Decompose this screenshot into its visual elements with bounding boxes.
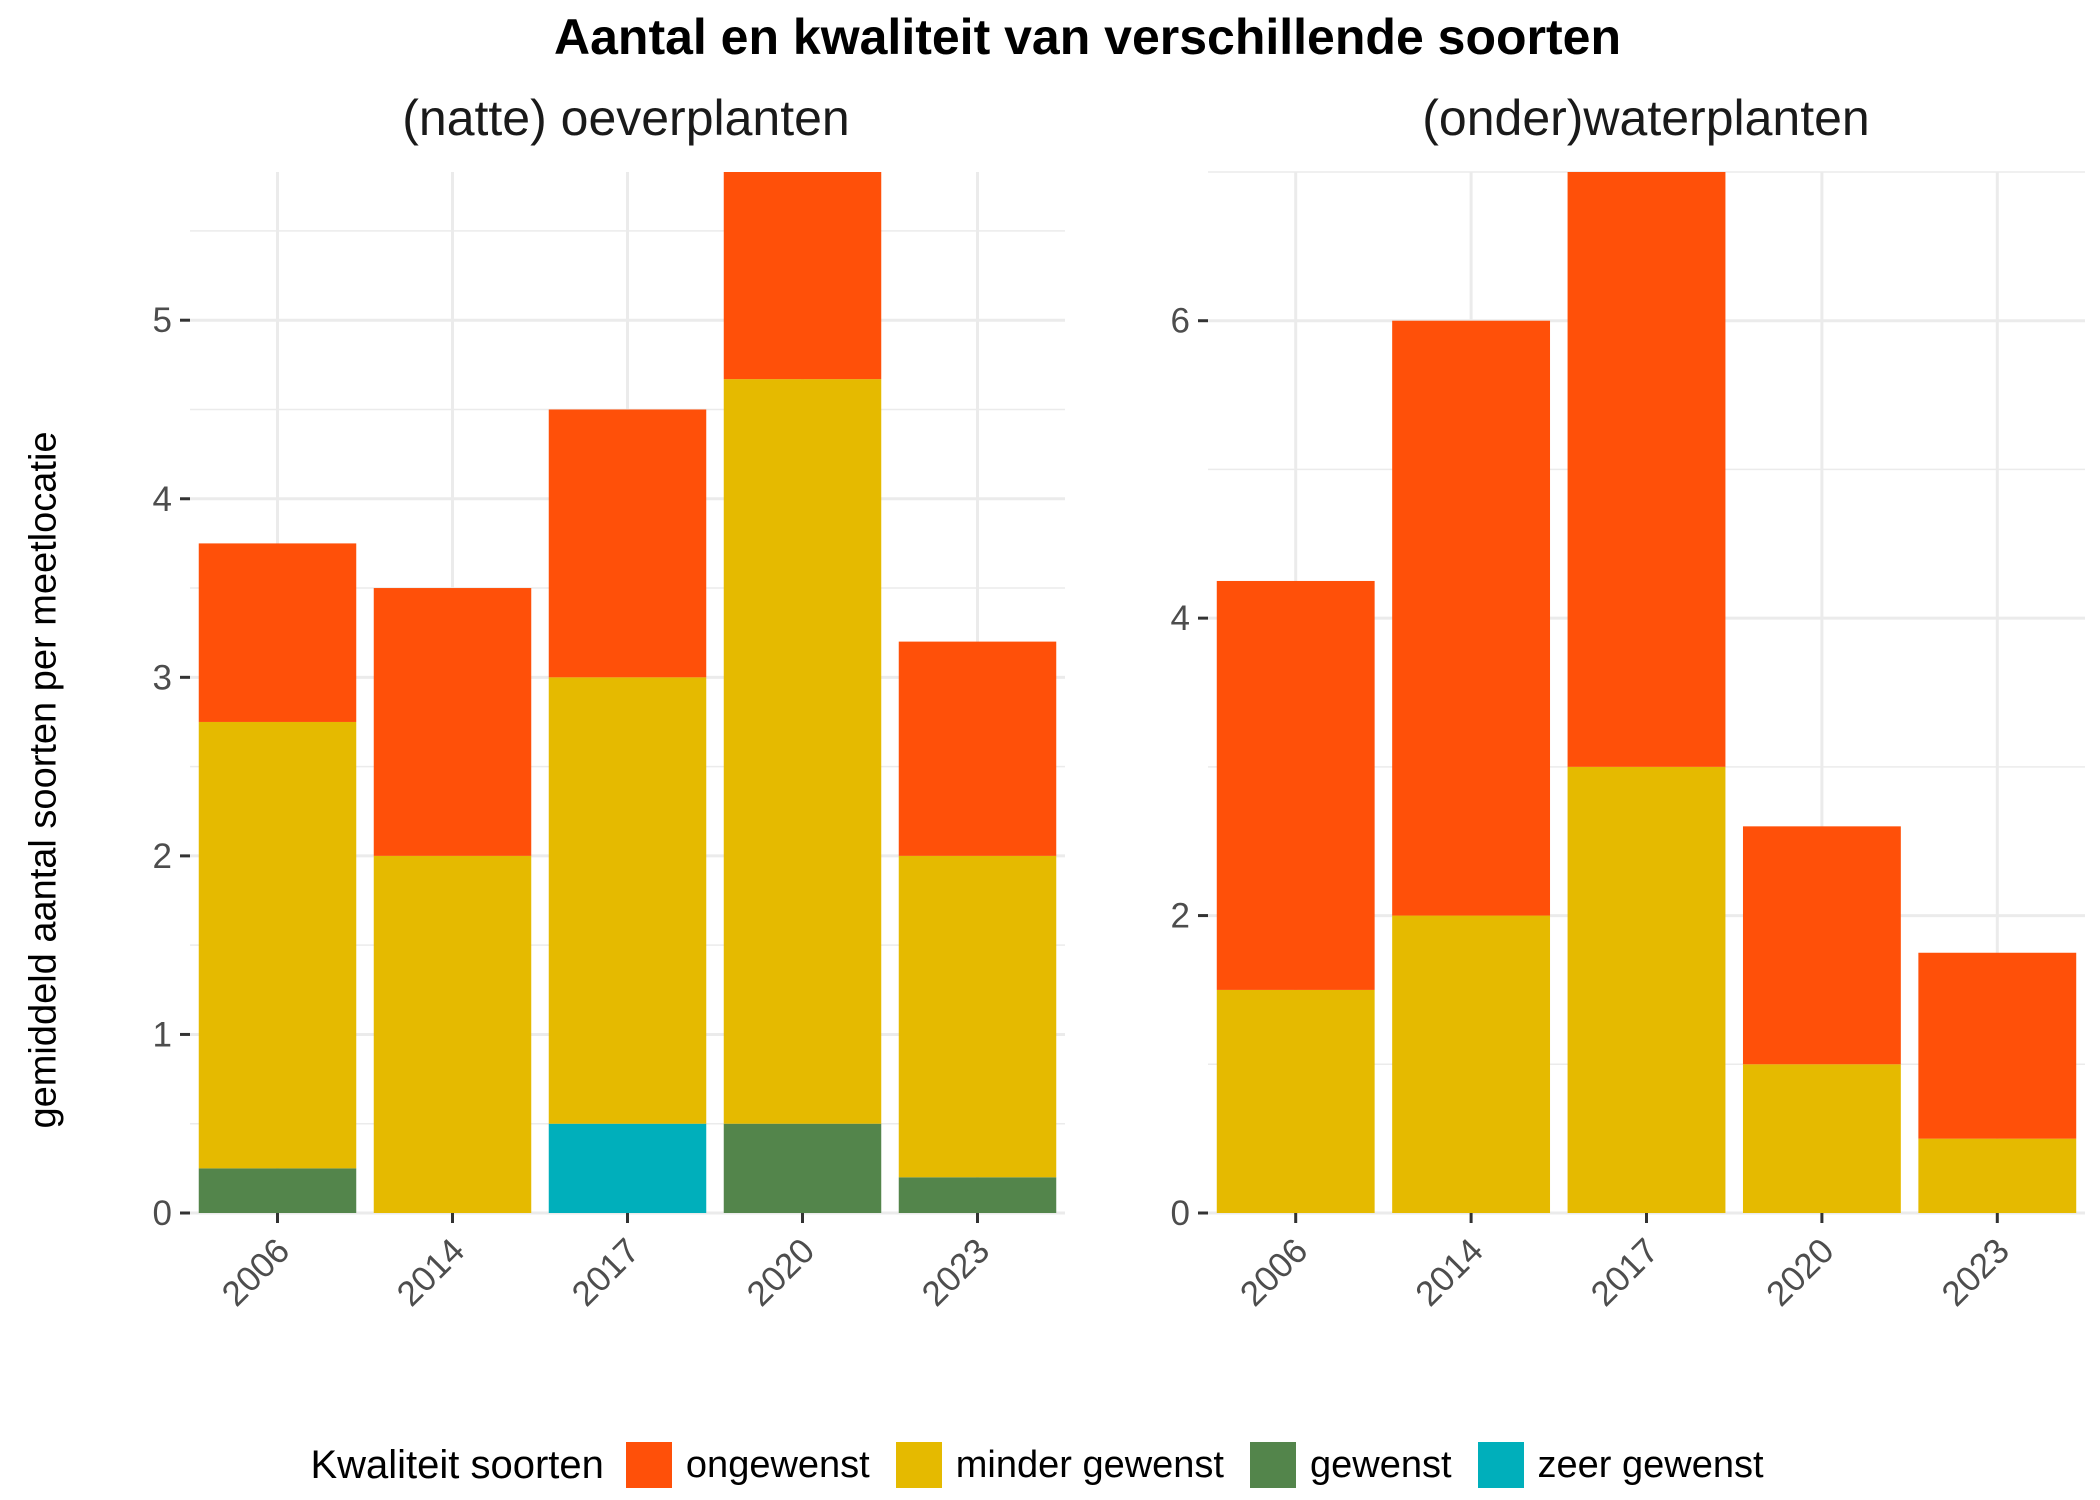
bar-ongewenst <box>548 409 707 678</box>
bar-minder-gewenst <box>1742 1064 1901 1213</box>
x-tick-label: 2023 <box>1934 1231 2017 1314</box>
bar-minder-gewenst <box>723 379 882 1124</box>
y-tick-label: 2 <box>1171 897 1190 936</box>
legend-item-zeer-gewenst: zeer gewenst <box>1477 1442 1764 1488</box>
x-tick-label: 2020 <box>740 1231 823 1314</box>
bar-minder-gewenst <box>1392 915 1551 1213</box>
y-tick-label: 5 <box>153 301 172 340</box>
y-tick-label: 2 <box>153 837 172 876</box>
bar-minder-gewenst <box>548 677 707 1124</box>
y-tick-label: 0 <box>1171 1194 1190 1233</box>
panel-title: (onder)waterplanten <box>1422 90 1870 146</box>
bar-ongewenst <box>1216 580 1375 990</box>
bar-gewenst <box>198 1168 357 1213</box>
legend: Kwaliteit soorten ongewenst minder gewen… <box>0 1437 2100 1493</box>
legend-key-gewenst <box>1249 1442 1296 1488</box>
bar-ongewenst <box>1392 320 1551 916</box>
legend-key-minder-gewenst <box>895 1442 942 1488</box>
legend-key-zeer-gewenst <box>1477 1442 1524 1488</box>
legend-label-zeer-gewenst: zeer gewenst <box>1537 1443 1764 1486</box>
legend-item-minder-gewenst: minder gewenst <box>895 1442 1224 1488</box>
panel-oeverplanten: (natte) oeverplanten 0 1 2 3 4 5 2006 2014 2017 20… <box>153 90 1065 1314</box>
bar-minder-gewenst <box>1567 766 1726 1213</box>
bar-ongewenst <box>898 641 1057 856</box>
y-tick-label: 4 <box>153 480 172 519</box>
legend-title: Kwaliteit soorten <box>310 1442 604 1487</box>
bar-minder-gewenst <box>198 721 357 1169</box>
y-tick-label: 1 <box>153 1015 172 1054</box>
bar-minder-gewenst <box>1216 989 1375 1213</box>
bar-ongewenst <box>1918 952 2077 1139</box>
bar-gewenst <box>898 1177 1057 1213</box>
x-tick-label: 2023 <box>915 1231 998 1314</box>
x-tick-label: 2017 <box>1584 1231 1667 1314</box>
bar-ongewenst <box>723 172 882 380</box>
bar-minder-gewenst <box>898 855 1057 1178</box>
chart-title: Aantal en kwaliteit van verschillende so… <box>553 9 1622 65</box>
x-tick-label: 2014 <box>1408 1231 1491 1314</box>
panel-waterplanten: (onder)waterplanten 0 2 4 6 2006 2014 2017 2020 2… <box>1171 90 2085 1314</box>
x-tick-label: 2006 <box>215 1231 298 1314</box>
x-tick-label: 2017 <box>565 1231 648 1314</box>
x-tick-label: 2020 <box>1759 1231 1842 1314</box>
bar-ongewenst <box>1742 826 1901 1065</box>
y-tick-label: 6 <box>1171 302 1190 341</box>
legend-item-ongewenst: ongewenst <box>625 1442 870 1488</box>
legend-label-gewenst: gewenst <box>1309 1443 1452 1486</box>
bar-zeer-gewenst <box>548 1123 707 1213</box>
bar-ongewenst <box>373 588 532 856</box>
bar-minder-gewenst <box>373 855 532 1213</box>
panel-title: (natte) oeverplanten <box>402 90 850 146</box>
bar-ongewenst <box>1567 172 1726 767</box>
bar-gewenst <box>723 1123 882 1213</box>
y-tick-label: 0 <box>153 1194 172 1233</box>
legend-label-minder-gewenst: minder gewenst <box>955 1443 1224 1486</box>
bar-ongewenst <box>198 543 357 722</box>
y-tick-label: 4 <box>1171 599 1190 638</box>
legend-item-gewenst: gewenst <box>1249 1442 1452 1488</box>
legend-key-ongewenst <box>625 1442 672 1488</box>
legend-label-ongewenst: ongewenst <box>685 1443 870 1486</box>
y-tick-label: 3 <box>153 658 172 697</box>
bar-minder-gewenst <box>1918 1138 2077 1213</box>
x-tick-label: 2014 <box>390 1231 473 1314</box>
x-tick-label: 2006 <box>1233 1231 1316 1314</box>
